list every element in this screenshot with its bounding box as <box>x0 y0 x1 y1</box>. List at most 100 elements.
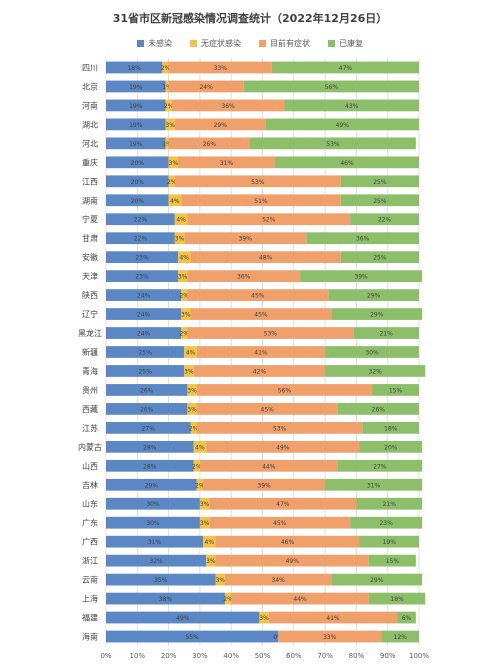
data-label: 42% <box>253 368 267 375</box>
data-label: 46% <box>340 160 354 167</box>
data-label: 29% <box>145 482 159 489</box>
data-label: 3% <box>181 312 191 319</box>
category-label: 云南 <box>82 575 98 585</box>
data-label: 51% <box>254 198 268 205</box>
data-label: 31% <box>367 482 381 489</box>
bar-segment <box>187 289 329 301</box>
category-label: 宁夏 <box>82 214 98 224</box>
bar-segment <box>368 592 426 605</box>
bar-segment <box>106 289 182 301</box>
category-label: 四川 <box>82 63 98 72</box>
data-label: 24% <box>199 84 213 91</box>
bar-segment <box>249 137 416 150</box>
data-label: 39% <box>239 236 253 243</box>
bar-segment <box>165 80 169 93</box>
bar-segment <box>168 61 272 74</box>
bar-segment <box>196 384 373 396</box>
bar-segment <box>231 592 369 605</box>
bar-segment <box>106 630 279 643</box>
bar-segment <box>168 137 250 150</box>
category-label: 山西 <box>82 461 98 471</box>
data-label: 25% <box>373 255 387 262</box>
data-label: 29% <box>214 122 228 129</box>
data-label: 2% <box>167 179 177 186</box>
bar-segment <box>165 137 169 150</box>
category-label: 湖南 <box>82 195 98 205</box>
data-label: 2% <box>223 596 233 603</box>
category-label: 湖北 <box>82 120 98 129</box>
data-label: 44% <box>262 463 276 470</box>
bar-segment <box>106 535 204 548</box>
data-label: 32% <box>149 558 163 565</box>
legend-swatch <box>190 40 197 47</box>
bar-segment <box>106 118 166 131</box>
bar-segment <box>215 573 225 586</box>
bar-segment <box>362 421 419 434</box>
data-label: 53% <box>251 179 265 186</box>
category-label: 福建 <box>82 613 98 623</box>
data-label: 46% <box>281 539 295 546</box>
data-label: 33% <box>214 65 228 72</box>
data-label: 20% <box>131 198 145 205</box>
data-label: 44% <box>293 596 307 603</box>
bar-segment <box>187 213 351 226</box>
data-label: 36% <box>221 103 235 110</box>
bar-segment <box>206 440 360 453</box>
data-label: 45% <box>261 406 275 413</box>
bar-segment <box>190 421 197 434</box>
x-tick-label: 50% <box>255 652 271 660</box>
data-label: 3% <box>200 520 210 527</box>
bar-segment <box>271 61 419 74</box>
bar-segment <box>353 327 419 339</box>
bar-segment <box>106 516 200 529</box>
legend-label: 已康复 <box>339 39 363 48</box>
data-label: 4% <box>179 255 189 262</box>
bar-segment <box>325 478 423 491</box>
bar-segment <box>203 535 216 548</box>
data-label: 25% <box>373 198 387 205</box>
bar-segment <box>397 611 416 624</box>
bar-segment <box>106 175 169 188</box>
bar-segment <box>356 497 423 510</box>
data-label: 43% <box>345 103 359 110</box>
data-label: 18% <box>390 596 404 603</box>
data-label: 19% <box>129 141 143 148</box>
bar-segment <box>181 308 191 320</box>
legend-item-uninfected: 未感染 <box>137 38 172 49</box>
data-label: 19% <box>129 103 143 110</box>
bar-segment <box>174 118 266 131</box>
data-label: 53% <box>264 331 278 338</box>
data-label: 1% <box>162 84 172 91</box>
category-label: 甘肃 <box>82 233 98 243</box>
category-label: 陕西 <box>82 290 98 300</box>
data-label: 12% <box>394 634 408 641</box>
data-label: 21% <box>379 331 393 338</box>
bar-segment <box>106 592 225 605</box>
data-label: 30% <box>365 350 379 357</box>
bar-segment <box>106 194 169 207</box>
bar-segment <box>381 630 419 643</box>
data-label: 49% <box>276 444 290 451</box>
data-label: 25% <box>138 368 152 375</box>
data-label: 49% <box>286 558 300 565</box>
category-label: 重庆 <box>82 157 98 167</box>
bar-segment <box>174 175 341 188</box>
bar-segment <box>165 118 175 131</box>
category-label: 辽宁 <box>82 309 98 319</box>
data-label: 20% <box>131 160 145 167</box>
data-label: 22% <box>378 217 392 224</box>
bar-segment <box>184 346 197 358</box>
data-label: 47% <box>276 501 290 508</box>
data-label: 3% <box>165 122 175 129</box>
legend-label: 目前有症状 <box>270 39 310 48</box>
data-label: 2% <box>179 293 189 300</box>
bar-segment <box>106 251 178 264</box>
data-label: 27% <box>373 463 387 470</box>
bar-segment <box>168 80 244 93</box>
bar-segment <box>215 535 360 548</box>
x-tick-label: 80% <box>349 652 365 660</box>
category-label: 江西 <box>82 177 98 186</box>
data-label: 45% <box>273 520 287 527</box>
data-label: 2% <box>195 482 205 489</box>
x-tick-label: 40% <box>223 652 239 660</box>
